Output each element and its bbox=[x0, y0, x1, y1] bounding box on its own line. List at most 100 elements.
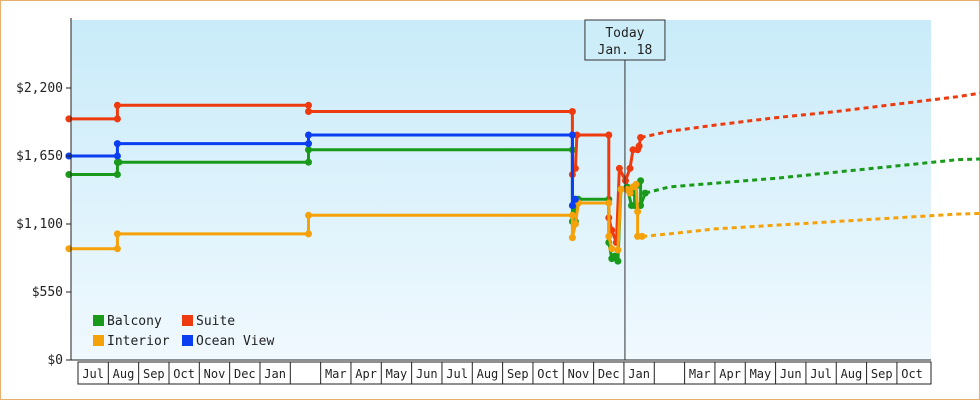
data-point[interactable] bbox=[641, 189, 649, 197]
x-tick-label: Jul bbox=[810, 367, 832, 381]
today-label-box bbox=[584, 19, 666, 61]
data-point[interactable] bbox=[305, 211, 312, 219]
x-tick-label: Jan bbox=[628, 367, 650, 381]
x-tick-label: Sep bbox=[507, 367, 529, 381]
data-point[interactable] bbox=[614, 246, 622, 254]
data-point[interactable] bbox=[626, 164, 634, 172]
data-point[interactable] bbox=[638, 232, 646, 240]
data-point[interactable] bbox=[568, 211, 576, 219]
data-point[interactable] bbox=[113, 245, 121, 253]
data-point[interactable] bbox=[305, 140, 312, 148]
y-tick-label: $1,100 bbox=[16, 217, 63, 232]
series-projection-interior bbox=[641, 211, 980, 238]
legend-swatch bbox=[182, 315, 193, 326]
data-point[interactable] bbox=[113, 230, 121, 238]
data-point[interactable] bbox=[305, 158, 312, 166]
data-point[interactable] bbox=[115, 158, 123, 166]
x-tick-label: Aug bbox=[477, 367, 499, 381]
legend-item-suite[interactable]: Suite bbox=[182, 314, 235, 329]
data-point[interactable] bbox=[568, 234, 576, 242]
legend-swatch bbox=[93, 335, 104, 346]
legend-label: Interior bbox=[107, 334, 170, 349]
data-point[interactable] bbox=[637, 134, 645, 141]
data-point[interactable] bbox=[615, 164, 623, 172]
legend-label: Balcony bbox=[107, 314, 162, 329]
legend-swatch bbox=[182, 335, 193, 346]
plot-background bbox=[71, 20, 931, 360]
x-tick-label: Sep bbox=[871, 367, 893, 381]
x-tick-label: Nov bbox=[204, 367, 226, 381]
x-month-band: Jul Aug Sep Oct Nov Dec Jan Mar Apr May Jun Jul Aug S… bbox=[77, 361, 932, 385]
data-point[interactable] bbox=[113, 101, 121, 109]
data-point[interactable] bbox=[568, 131, 576, 139]
data-point[interactable] bbox=[305, 131, 312, 139]
data-point[interactable] bbox=[614, 257, 622, 265]
data-point[interactable] bbox=[617, 185, 625, 193]
x-tick-label: Jul bbox=[82, 367, 104, 381]
today-date-label: Jan. 18 bbox=[598, 43, 653, 58]
legend-item-ocean-view[interactable]: Ocean View bbox=[182, 334, 274, 349]
legend-label: Suite bbox=[196, 314, 235, 329]
series-layer bbox=[65, 91, 980, 265]
x-tick-label: Jul bbox=[446, 367, 468, 381]
x-tick-label: Sep bbox=[143, 367, 165, 381]
data-point[interactable] bbox=[568, 108, 576, 115]
y-tick-label: $1,650 bbox=[16, 149, 63, 164]
x-tick-label: Apr bbox=[719, 367, 741, 381]
legend-swatch bbox=[93, 315, 104, 326]
data-point[interactable] bbox=[113, 171, 121, 178]
data-point[interactable] bbox=[305, 108, 312, 115]
x-tick-label: Dec bbox=[234, 367, 256, 381]
legend: Balcony Suite Interior Ocean View bbox=[93, 314, 274, 349]
data-point[interactable] bbox=[622, 177, 629, 185]
data-point[interactable] bbox=[113, 152, 121, 160]
axes-layer: $0 $550 $1,100 $1,650 $2,200 Jul Aug Sep Oct Nov D… bbox=[16, 18, 932, 385]
x-tick-label: May bbox=[750, 367, 772, 381]
legend-label: Ocean View bbox=[196, 334, 274, 349]
data-point[interactable] bbox=[634, 208, 642, 216]
data-point[interactable] bbox=[305, 230, 312, 238]
data-point[interactable] bbox=[635, 142, 643, 150]
data-point[interactable] bbox=[568, 202, 576, 209]
data-point[interactable] bbox=[626, 189, 634, 197]
data-point[interactable] bbox=[305, 101, 312, 109]
series-ocean-view bbox=[65, 131, 579, 209]
x-band-box bbox=[77, 361, 932, 385]
data-point[interactable] bbox=[113, 140, 121, 148]
x-tick-label: Jun bbox=[416, 367, 438, 381]
data-point[interactable] bbox=[571, 220, 579, 228]
legend-item-interior[interactable]: Interior bbox=[93, 334, 170, 349]
x-tick-label: Jan bbox=[264, 367, 286, 381]
y-tick-label: $550 bbox=[32, 285, 63, 300]
x-tick-label: Apr bbox=[355, 367, 377, 381]
series-projection-suite bbox=[640, 91, 980, 139]
data-point[interactable] bbox=[611, 252, 619, 260]
x-tick-label: Mar bbox=[325, 367, 347, 381]
data-point[interactable] bbox=[605, 131, 613, 139]
x-tick-label: May bbox=[386, 367, 408, 381]
series-projection-balcony bbox=[644, 157, 980, 195]
x-tick-label: Nov bbox=[568, 367, 590, 381]
data-point[interactable] bbox=[632, 180, 640, 188]
data-point[interactable] bbox=[571, 195, 579, 203]
series-interior bbox=[65, 180, 980, 254]
data-point[interactable] bbox=[113, 115, 121, 123]
x-tick-label: Oct bbox=[173, 367, 195, 381]
today-marker: Today Jan. 18 bbox=[584, 19, 666, 360]
legend-item-balcony[interactable]: Balcony bbox=[93, 314, 162, 329]
y-tick-label: $0 bbox=[47, 353, 63, 368]
x-tick-label: Oct bbox=[901, 367, 923, 381]
x-tick-label: Jun bbox=[780, 367, 802, 381]
data-point[interactable] bbox=[605, 232, 613, 240]
x-tick-label: Dec bbox=[598, 367, 620, 381]
x-tick-label: Mar bbox=[689, 367, 711, 381]
x-tick-label: Oct bbox=[537, 367, 559, 381]
data-point[interactable] bbox=[605, 199, 613, 207]
x-tick-label: Aug bbox=[841, 367, 863, 381]
data-point[interactable] bbox=[305, 146, 312, 154]
x-tick-label: Aug bbox=[113, 367, 135, 381]
today-label: Today bbox=[605, 26, 644, 41]
data-point[interactable] bbox=[608, 245, 616, 253]
y-tick-label: $2,200 bbox=[16, 81, 63, 96]
